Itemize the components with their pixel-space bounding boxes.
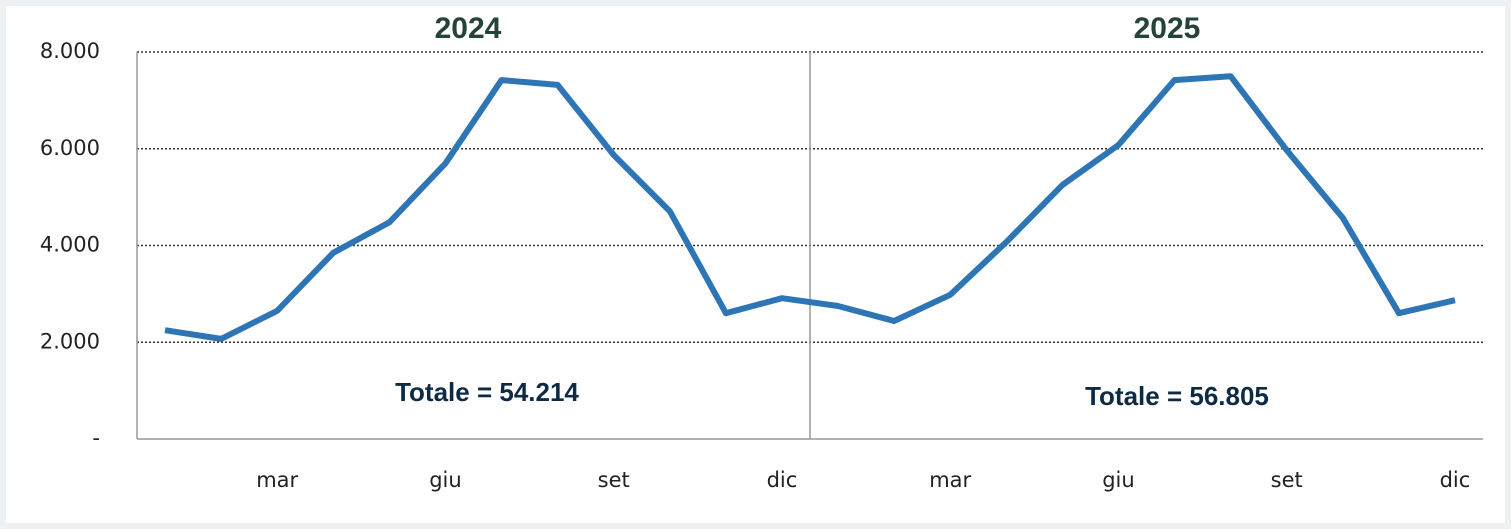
- line-series: [164, 73, 1456, 342]
- y-tick-label: 8.000: [40, 39, 100, 63]
- x-tick-label: giu: [1102, 468, 1134, 492]
- x-tick-label: mar: [929, 468, 971, 492]
- panel: [6, 6, 1505, 523]
- y-tick-label: 2.000: [40, 329, 100, 353]
- x-tick-label: giu: [429, 468, 461, 492]
- y-tick-label: -: [92, 426, 100, 450]
- y-tick-label: 4.000: [40, 233, 100, 257]
- x-tick-label: dic: [767, 468, 798, 492]
- annotation: Totale = 56.805: [1085, 381, 1269, 411]
- x-tick-label: mar: [256, 468, 298, 492]
- annotation: Totale = 54.214: [395, 377, 579, 407]
- x-tick-label: set: [1271, 468, 1303, 492]
- y-tick-label: 6.000: [40, 136, 100, 160]
- annotation: 2025: [1134, 12, 1201, 45]
- x-tick-label: dic: [1440, 468, 1471, 492]
- annotation: 2024: [435, 12, 502, 45]
- x-tick-label: set: [598, 468, 630, 492]
